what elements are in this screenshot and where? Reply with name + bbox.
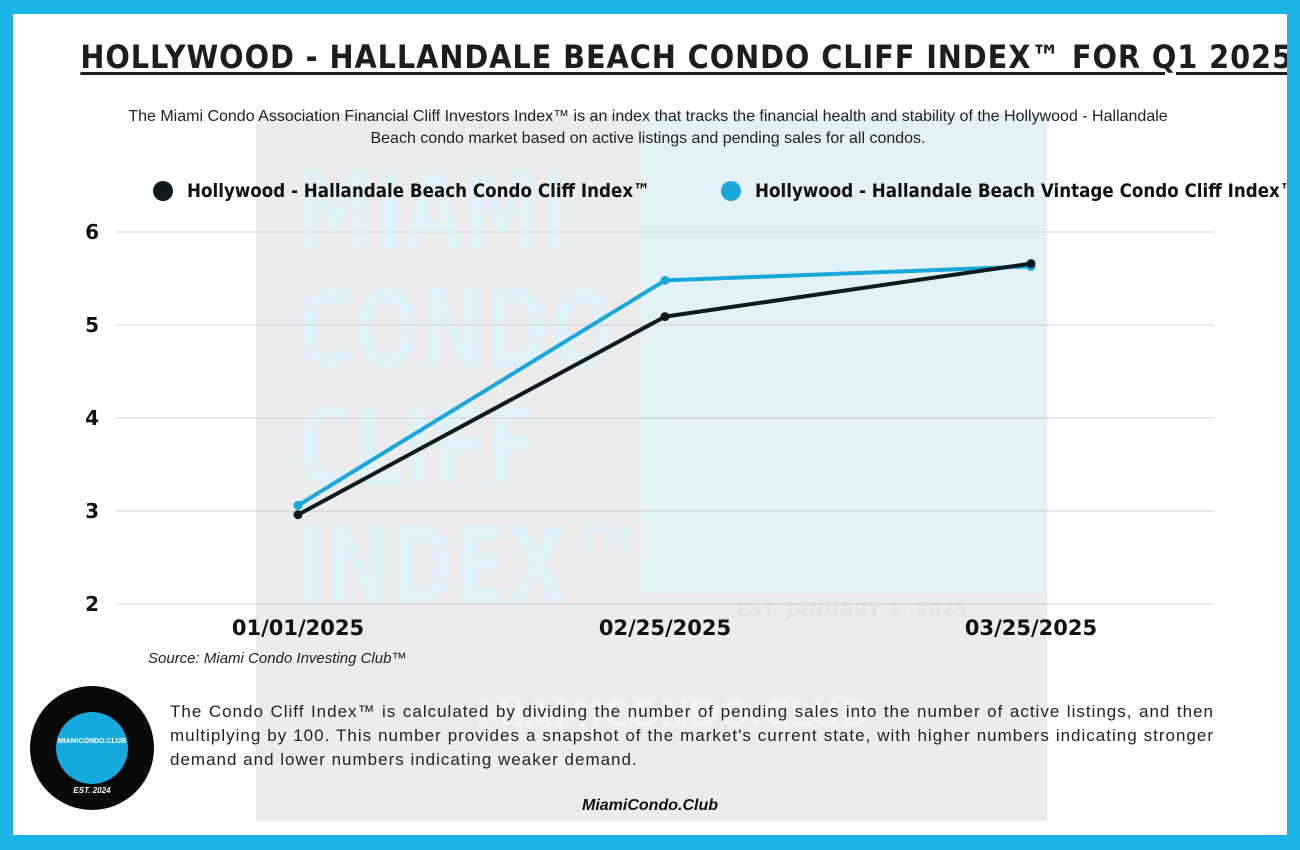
data-point-series-2 [660, 275, 670, 285]
series-line-1 [296, 261, 1033, 517]
site-link[interactable]: MiamiCondo.Club [582, 797, 718, 814]
watermark-club: MIAMICONDO.CLUB [476, 694, 868, 735]
club-logo: MIAMICONDO.CLUB EST. 2024 [30, 686, 154, 810]
data-point-series-1 [1026, 259, 1036, 269]
legend-dot-icon [720, 181, 741, 201]
y-tick-label: 2 [85, 592, 99, 616]
legend-item-series-1: Hollywood - Hallandale Beach Condo Cliff… [153, 180, 713, 202]
chart-title: HOLLYWOOD - HALLANDALE BEACH CONDO CLIFF… [80, 38, 1287, 76]
y-tick-label: 6 [85, 220, 99, 244]
x-tick-label: 03/25/2025 [965, 616, 1097, 640]
infographic-card: MIAMI CONDO CLIFF INDEX™ EST. JANUARY 1,… [13, 14, 1287, 835]
y-tick-label: 3 [85, 499, 99, 523]
source-note: Source: Miami Condo Investing Club™ [148, 650, 407, 667]
legend-label-series-2: Hollywood - Hallandale Beach Vintage Con… [754, 180, 1287, 202]
data-point-series-1 [660, 312, 670, 322]
x-tick-label: 01/01/2025 [232, 616, 364, 640]
line-chart: 2 3 4 5 6 01/01/2025 02/25/2025 03/25/2025 [85, 220, 1214, 640]
x-tick-label: 02/25/2025 [599, 616, 731, 640]
logo-est: EST. 2024 [73, 786, 111, 795]
series-line-2 [296, 264, 1033, 508]
legend-dot-icon [153, 181, 173, 201]
legend-label-series-1: Hollywood - Hallandale Beach Condo Cliff… [187, 180, 650, 202]
watermark-panel [642, 114, 1047, 594]
legend: Hollywood - Hallandale Beach Condo Cliff… [153, 176, 1287, 206]
chart-subtitle: The Miami Condo Association Financial Cl… [128, 108, 1168, 147]
data-point-series-1 [293, 510, 303, 520]
legend-item-series-2: Hollywood - Hallandale Beach Vintage Con… [720, 180, 1287, 202]
data-point-series-2 [293, 500, 303, 510]
y-tick-label: 5 [85, 313, 99, 337]
logo-inner-circle [56, 712, 128, 784]
index-description: The Condo Cliff Index™ is calculated by … [170, 702, 1214, 769]
y-tick-label: 4 [85, 406, 99, 430]
logo-url: MIAMICONDO.CLUB [57, 738, 127, 745]
